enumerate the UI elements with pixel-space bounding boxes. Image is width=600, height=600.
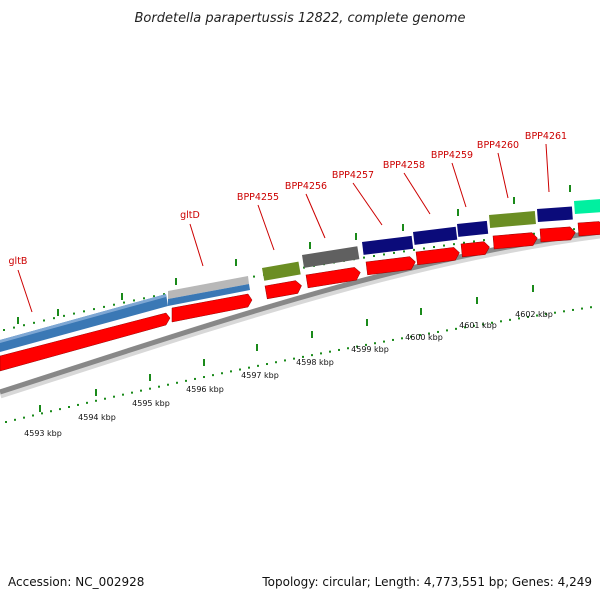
label-callout-line — [545, 143, 550, 193]
gene-features — [0, 198, 600, 372]
scale-label: 4597 kbp — [241, 371, 279, 380]
gene-bar-gltD-blue — [168, 284, 250, 306]
scale-label: 4602 kbp — [515, 310, 553, 319]
backbone-shadow — [0, 229, 600, 399]
map-title: Bordetella parapertussis 12822, complete… — [135, 11, 466, 26]
gene-label-BPP4261: BPP4261 — [525, 131, 567, 142]
gene-label-BPP4258: BPP4258 — [383, 160, 425, 171]
cds-arrow — [492, 232, 538, 250]
topology-text: Topology: circular; Length: 4,773,551 bp… — [261, 575, 592, 589]
gene-bar-gltB — [0, 294, 168, 352]
gene-label-BPP4255: BPP4255 — [237, 192, 279, 203]
label-callout-line — [257, 204, 275, 251]
label-callout-line — [17, 269, 33, 313]
cds-arrow — [264, 280, 302, 300]
cds-arrow — [539, 226, 576, 243]
scale-label: 4594 kbp — [78, 413, 116, 422]
upper-tick-row — [3, 185, 595, 331]
gene-label-BPP4259: BPP4259 — [431, 150, 473, 161]
gene-box-BPP4260 — [488, 210, 536, 228]
cds-arrow — [365, 256, 416, 276]
gene-bar-gltB-highlight — [0, 294, 166, 343]
cds-arrow — [577, 221, 600, 237]
cds-arrow-gltB — [0, 312, 171, 372]
scale-label: 4601 kbp — [459, 321, 497, 330]
gene-box-BPP4259 — [457, 220, 489, 237]
gene-label-gltD: gltD — [180, 210, 200, 221]
label-callout-line — [403, 172, 431, 215]
label-callout-line — [497, 152, 509, 199]
label-callout-line — [451, 162, 467, 208]
label-callout-line — [305, 193, 326, 239]
gene-box-BPP4261 — [537, 206, 573, 222]
label-callout-line — [352, 182, 383, 226]
genome-backbone — [0, 229, 600, 399]
scale-label: 4600 kbp — [405, 333, 443, 342]
accession-text: Accession: NC_002928 — [8, 575, 144, 589]
cds-arrow — [460, 241, 490, 258]
cds-arrow — [415, 247, 460, 266]
gene-labels: gltB gltD BPP4255 BPP4256 BPP4257 BPP4258 BPP4… — [9, 131, 567, 313]
cds-arrow-gltD — [171, 293, 253, 323]
gene-box-teal — [574, 198, 600, 214]
cds-arrow — [305, 267, 361, 289]
scale-tick-row: 4593 kbp 4594 kbp 4595 kbp 4596 kbp 4597 kbp… — [5, 285, 592, 438]
scale-label: 4599 kbp — [351, 345, 389, 354]
gene-label-BPP4257: BPP4257 — [332, 170, 374, 181]
gene-box-BPP4255 — [262, 261, 301, 281]
gene-box-BPP4256 — [302, 246, 360, 268]
gene-bar-gltD-gray — [168, 276, 249, 299]
gene-box-BPP4258 — [413, 226, 458, 245]
scale-label: 4593 kbp — [24, 429, 62, 438]
scale-label: 4598 kbp — [296, 358, 334, 367]
gene-label-BPP4256: BPP4256 — [285, 181, 327, 192]
scale-label: 4596 kbp — [186, 385, 224, 394]
gene-label-BPP4260: BPP4260 — [477, 140, 519, 151]
label-callout-line — [189, 223, 204, 267]
scale-label: 4595 kbp — [132, 399, 170, 408]
gene-box-BPP4257 — [362, 235, 414, 255]
gene-label-gltB: gltB — [9, 256, 28, 267]
